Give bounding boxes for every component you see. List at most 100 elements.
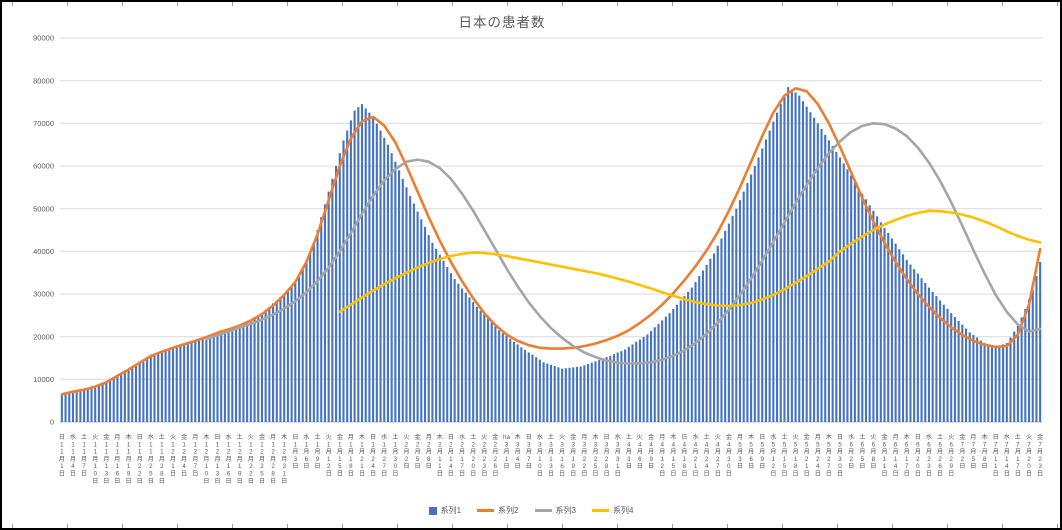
svg-text:3: 3 bbox=[605, 441, 609, 448]
svg-text:日: 日 bbox=[70, 471, 76, 478]
svg-text:1: 1 bbox=[282, 441, 286, 448]
svg-text:0: 0 bbox=[394, 463, 398, 470]
svg-text:7: 7 bbox=[905, 463, 909, 470]
svg-text:5: 5 bbox=[972, 456, 976, 463]
svg-text:1: 1 bbox=[349, 441, 353, 448]
svg-text:日: 日 bbox=[459, 471, 465, 478]
legend-label-series3: 系列3 bbox=[555, 506, 576, 515]
x-axis-labels: 日11月1日水11月4日土11月7日火11月10日金11月13日月11月16日木… bbox=[59, 433, 1044, 485]
svg-text:日: 日 bbox=[559, 471, 565, 478]
legend-marker-line-icon bbox=[534, 509, 552, 512]
svg-text:1: 1 bbox=[127, 463, 131, 470]
svg-text:9: 9 bbox=[238, 471, 242, 478]
svg-text:10000: 10000 bbox=[33, 375, 54, 384]
svg-text:月: 月 bbox=[426, 434, 432, 441]
svg-text:1: 1 bbox=[194, 441, 198, 448]
svg-text:2: 2 bbox=[205, 449, 209, 456]
svg-text:1: 1 bbox=[305, 441, 309, 448]
svg-text:6: 6 bbox=[849, 441, 853, 448]
svg-text:2: 2 bbox=[282, 449, 286, 456]
svg-text:日: 日 bbox=[359, 471, 365, 478]
svg-text:1: 1 bbox=[260, 441, 264, 448]
svg-text:木: 木 bbox=[670, 433, 676, 441]
chart-title[interactable]: 日本の患者数 bbox=[458, 15, 546, 30]
svg-text:1: 1 bbox=[60, 463, 64, 470]
svg-text:3: 3 bbox=[627, 456, 631, 463]
svg-text:月: 月 bbox=[559, 449, 565, 456]
svg-text:1: 1 bbox=[672, 456, 676, 463]
svg-text:土: 土 bbox=[626, 433, 632, 441]
svg-text:日: 日 bbox=[982, 463, 988, 470]
svg-text:月: 月 bbox=[815, 434, 821, 441]
svg-text:月: 月 bbox=[92, 456, 98, 463]
svg-text:月: 月 bbox=[759, 449, 765, 456]
svg-text:月: 月 bbox=[526, 449, 532, 456]
svg-text:日: 日 bbox=[114, 478, 120, 485]
svg-text:1: 1 bbox=[538, 456, 542, 463]
svg-text:4: 4 bbox=[683, 441, 687, 448]
svg-text:月: 月 bbox=[515, 449, 521, 456]
bar-series[interactable] bbox=[60, 87, 1042, 423]
legend-item-series4[interactable]: 系列4 bbox=[591, 505, 633, 516]
line-series-3[interactable] bbox=[205, 122, 1042, 365]
svg-text:1: 1 bbox=[160, 441, 164, 448]
svg-text:1: 1 bbox=[327, 441, 331, 448]
svg-text:月: 月 bbox=[659, 434, 665, 441]
svg-text:月: 月 bbox=[126, 456, 132, 463]
svg-text:月: 月 bbox=[815, 449, 821, 456]
svg-text:9: 9 bbox=[760, 456, 764, 463]
svg-text:水: 水 bbox=[537, 433, 544, 441]
svg-text:日: 日 bbox=[993, 471, 999, 478]
svg-text:火: 火 bbox=[637, 434, 643, 441]
svg-text:月: 月 bbox=[303, 449, 309, 456]
svg-text:月: 月 bbox=[392, 449, 398, 456]
legend-item-series1[interactable]: 系列1 bbox=[428, 505, 461, 516]
svg-text:日: 日 bbox=[915, 434, 921, 441]
svg-text:月: 月 bbox=[1015, 449, 1021, 456]
svg-text:5: 5 bbox=[672, 463, 676, 470]
svg-text:月: 月 bbox=[681, 449, 687, 456]
svg-text:日: 日 bbox=[159, 478, 165, 485]
svg-text:月: 月 bbox=[1004, 449, 1010, 456]
svg-text:3: 3 bbox=[294, 456, 298, 463]
svg-text:月: 月 bbox=[348, 449, 354, 456]
svg-text:月: 月 bbox=[570, 449, 576, 456]
svg-text:月: 月 bbox=[470, 449, 476, 456]
svg-text:日: 日 bbox=[581, 471, 587, 478]
svg-text:日: 日 bbox=[448, 471, 454, 478]
svg-text:40000: 40000 bbox=[33, 247, 54, 256]
svg-text:6: 6 bbox=[938, 441, 942, 448]
svg-text:水: 水 bbox=[70, 433, 77, 441]
svg-text:日: 日 bbox=[759, 463, 765, 470]
svg-text:金: 金 bbox=[804, 433, 811, 441]
svg-text:日: 日 bbox=[370, 434, 376, 441]
svg-text:2: 2 bbox=[227, 449, 231, 456]
svg-text:2: 2 bbox=[360, 456, 364, 463]
svg-text:7: 7 bbox=[1038, 441, 1042, 448]
svg-text:6: 6 bbox=[227, 471, 231, 478]
svg-text:0: 0 bbox=[727, 463, 731, 470]
svg-text:1: 1 bbox=[994, 456, 998, 463]
svg-text:木: 木 bbox=[203, 433, 209, 441]
line-series-2[interactable] bbox=[60, 87, 1042, 396]
svg-text:月: 月 bbox=[314, 449, 320, 456]
svg-text:金: 金 bbox=[959, 433, 966, 441]
svg-text:20000: 20000 bbox=[33, 332, 54, 341]
legend-item-series2[interactable]: 系列2 bbox=[477, 505, 519, 516]
svg-text:2: 2 bbox=[816, 456, 820, 463]
svg-text:金: 金 bbox=[181, 433, 188, 441]
svg-text:3: 3 bbox=[583, 441, 587, 448]
svg-text:日: 日 bbox=[126, 478, 132, 485]
svg-text:月: 月 bbox=[870, 449, 876, 456]
svg-text:日: 日 bbox=[470, 471, 476, 478]
svg-text:1: 1 bbox=[82, 449, 86, 456]
svg-text:2: 2 bbox=[405, 441, 409, 448]
svg-text:日: 日 bbox=[815, 471, 821, 478]
line-series-4[interactable] bbox=[338, 209, 1042, 314]
svg-text:7: 7 bbox=[1016, 441, 1020, 448]
svg-text:7: 7 bbox=[82, 463, 86, 470]
svg-text:0: 0 bbox=[1027, 463, 1031, 470]
svg-text:80000: 80000 bbox=[33, 76, 54, 85]
legend-item-series3[interactable]: 系列3 bbox=[534, 505, 576, 516]
